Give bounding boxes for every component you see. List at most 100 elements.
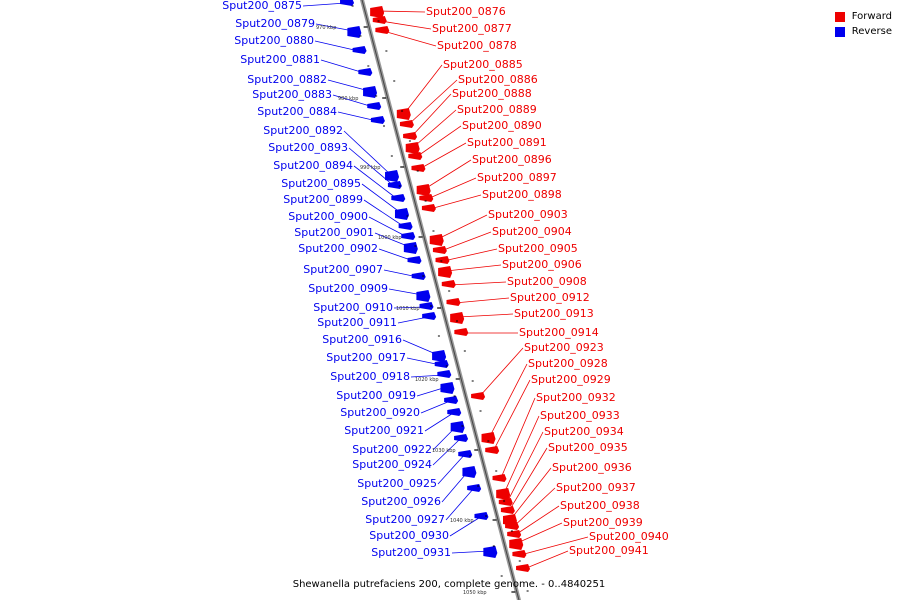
reverse-gene-block[interactable] bbox=[434, 360, 449, 368]
reverse-gene-label[interactable]: Sput200_0919 bbox=[336, 389, 416, 402]
forward-gene-label[interactable]: Sput200_0876 bbox=[426, 5, 506, 18]
reverse-gene-label[interactable]: Sput200_0909 bbox=[308, 282, 388, 295]
forward-gene-block[interactable] bbox=[403, 132, 418, 140]
forward-gene-block[interactable] bbox=[396, 108, 411, 120]
forward-gene-block[interactable] bbox=[370, 6, 385, 18]
reverse-gene-label[interactable]: Sput200_0910 bbox=[313, 301, 393, 314]
reverse-gene-block[interactable] bbox=[440, 382, 455, 394]
reverse-gene-block[interactable] bbox=[363, 86, 378, 98]
forward-gene-label[interactable]: Sput200_0939 bbox=[563, 516, 643, 529]
forward-gene-block[interactable] bbox=[446, 298, 461, 306]
forward-gene-label[interactable]: Sput200_0929 bbox=[531, 373, 611, 386]
forward-gene-block[interactable] bbox=[492, 474, 507, 482]
forward-gene-block[interactable] bbox=[429, 234, 444, 246]
reverse-gene-label[interactable]: Sput200_0930 bbox=[369, 529, 449, 542]
reverse-gene-label[interactable]: Sput200_0907 bbox=[303, 263, 383, 276]
forward-gene-block[interactable] bbox=[421, 204, 436, 212]
forward-gene-label[interactable]: Sput200_0906 bbox=[502, 258, 582, 271]
reverse-gene-block[interactable] bbox=[416, 290, 431, 302]
reverse-gene-label[interactable]: Sput200_0921 bbox=[344, 424, 424, 437]
reverse-gene-label[interactable]: Sput200_0931 bbox=[371, 546, 451, 559]
forward-gene-label[interactable]: Sput200_0923 bbox=[524, 341, 604, 354]
reverse-gene-block[interactable] bbox=[407, 256, 422, 264]
forward-gene-label[interactable]: Sput200_0908 bbox=[507, 275, 587, 288]
forward-gene-block[interactable] bbox=[496, 488, 511, 500]
forward-gene-label[interactable]: Sput200_0941 bbox=[569, 544, 649, 557]
reverse-gene-block[interactable] bbox=[385, 170, 400, 182]
forward-gene-block[interactable] bbox=[500, 506, 515, 514]
reverse-gene-block[interactable] bbox=[474, 512, 489, 520]
forward-gene-block[interactable] bbox=[441, 280, 456, 288]
reverse-gene-label[interactable]: Sput200_0884 bbox=[257, 105, 337, 118]
forward-gene-block[interactable] bbox=[375, 26, 390, 34]
forward-gene-label[interactable]: Sput200_0936 bbox=[552, 461, 632, 474]
forward-gene-label[interactable]: Sput200_0896 bbox=[472, 153, 552, 166]
forward-gene-label[interactable]: Sput200_0878 bbox=[437, 39, 517, 52]
reverse-gene-label[interactable]: Sput200_0893 bbox=[268, 141, 348, 154]
forward-gene-label[interactable]: Sput200_0937 bbox=[556, 481, 636, 494]
reverse-gene-block[interactable] bbox=[467, 484, 482, 492]
forward-gene-label[interactable]: Sput200_0886 bbox=[458, 73, 538, 86]
reverse-gene-block[interactable] bbox=[352, 46, 367, 54]
reverse-gene-label[interactable]: Sput200_0902 bbox=[298, 242, 378, 255]
forward-gene-block[interactable] bbox=[516, 564, 531, 572]
reverse-gene-block[interactable] bbox=[398, 222, 413, 230]
reverse-gene-block[interactable] bbox=[432, 350, 447, 362]
reverse-gene-label[interactable]: Sput200_0927 bbox=[365, 513, 445, 526]
forward-gene-label[interactable]: Sput200_0914 bbox=[519, 326, 599, 339]
reverse-gene-block[interactable] bbox=[419, 302, 434, 310]
reverse-gene-label[interactable]: Sput200_0899 bbox=[283, 193, 363, 206]
reverse-gene-block[interactable] bbox=[394, 208, 409, 220]
forward-gene-label[interactable]: Sput200_0940 bbox=[589, 530, 669, 543]
reverse-gene-block[interactable] bbox=[450, 421, 465, 433]
reverse-gene-label[interactable]: Sput200_0926 bbox=[361, 495, 441, 508]
forward-gene-block[interactable] bbox=[411, 164, 426, 172]
forward-gene-block[interactable] bbox=[505, 522, 520, 530]
reverse-gene-block[interactable] bbox=[411, 272, 426, 280]
forward-gene-label[interactable]: Sput200_0891 bbox=[467, 136, 547, 149]
forward-gene-block[interactable] bbox=[435, 256, 450, 264]
reverse-gene-label[interactable]: Sput200_0917 bbox=[326, 351, 406, 364]
reverse-gene-block[interactable] bbox=[387, 181, 402, 189]
reverse-gene-block[interactable] bbox=[454, 434, 469, 442]
reverse-gene-label[interactable]: Sput200_0880 bbox=[234, 34, 314, 47]
forward-gene-block[interactable] bbox=[471, 392, 486, 400]
reverse-gene-block[interactable] bbox=[401, 232, 416, 240]
reverse-gene-block[interactable] bbox=[347, 26, 362, 38]
reverse-gene-label[interactable]: Sput200_0882 bbox=[247, 73, 327, 86]
forward-gene-label[interactable]: Sput200_0912 bbox=[510, 291, 590, 304]
forward-gene-label[interactable]: Sput200_0904 bbox=[492, 225, 572, 238]
reverse-gene-label[interactable]: Sput200_0900 bbox=[288, 210, 368, 223]
forward-gene-label[interactable]: Sput200_0905 bbox=[498, 242, 578, 255]
reverse-gene-block[interactable] bbox=[447, 408, 462, 416]
forward-gene-block[interactable] bbox=[432, 246, 447, 254]
forward-gene-label[interactable]: Sput200_0928 bbox=[528, 357, 608, 370]
forward-gene-label[interactable]: Sput200_0935 bbox=[548, 441, 628, 454]
forward-gene-label[interactable]: Sput200_0934 bbox=[544, 425, 624, 438]
reverse-gene-block[interactable] bbox=[340, 0, 355, 6]
forward-gene-block[interactable] bbox=[372, 16, 387, 24]
reverse-gene-label[interactable]: Sput200_0925 bbox=[357, 477, 437, 490]
forward-gene-label[interactable]: Sput200_0877 bbox=[432, 22, 512, 35]
forward-gene-block[interactable] bbox=[507, 530, 522, 538]
reverse-gene-block[interactable] bbox=[444, 396, 459, 404]
forward-gene-block[interactable] bbox=[512, 550, 527, 558]
reverse-gene-label[interactable]: Sput200_0894 bbox=[273, 159, 353, 172]
reverse-gene-label[interactable]: Sput200_0879 bbox=[235, 17, 315, 30]
forward-gene-label[interactable]: Sput200_0903 bbox=[488, 208, 568, 221]
reverse-gene-block[interactable] bbox=[370, 116, 385, 124]
reverse-gene-block[interactable] bbox=[462, 466, 477, 478]
forward-gene-block[interactable] bbox=[416, 184, 431, 196]
reverse-gene-label[interactable]: Sput200_0922 bbox=[352, 443, 432, 456]
forward-gene-block[interactable] bbox=[408, 152, 423, 160]
forward-gene-block[interactable] bbox=[509, 538, 524, 550]
reverse-gene-block[interactable] bbox=[437, 370, 452, 378]
forward-gene-label[interactable]: Sput200_0913 bbox=[514, 307, 594, 320]
forward-gene-block[interactable] bbox=[454, 328, 469, 336]
reverse-gene-block[interactable] bbox=[403, 242, 418, 254]
reverse-gene-label[interactable]: Sput200_0918 bbox=[330, 370, 410, 383]
reverse-gene-label[interactable]: Sput200_0916 bbox=[322, 333, 402, 346]
forward-gene-label[interactable]: Sput200_0897 bbox=[477, 171, 557, 184]
forward-gene-block[interactable] bbox=[405, 142, 420, 154]
forward-gene-block[interactable] bbox=[498, 498, 513, 506]
